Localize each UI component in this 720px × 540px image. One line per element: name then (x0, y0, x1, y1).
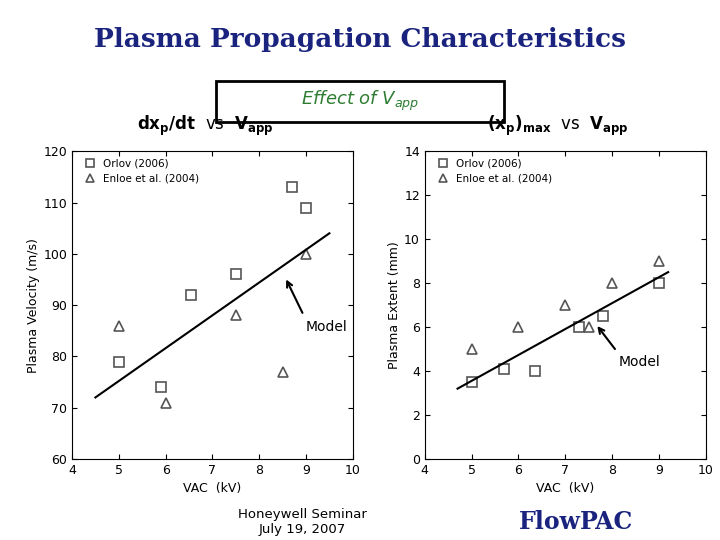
Text: PAC: PAC (580, 510, 633, 534)
Text: Flow: Flow (518, 510, 580, 534)
X-axis label: VAC  (kV): VAC (kV) (184, 482, 241, 495)
Legend: Orlov (2006), Enloe et al. (2004): Orlov (2006), Enloe et al. (2004) (77, 157, 202, 186)
Text: Model: Model (619, 355, 661, 369)
Text: Effect of $\mathit{V}_{\mathregular{app}}$: Effect of $\mathit{V}_{\mathregular{app}… (301, 89, 419, 113)
Text: Honeywell Seminar
July 19, 2007: Honeywell Seminar July 19, 2007 (238, 508, 366, 536)
Text: $\mathbf{(x_p)_{max}}$  vs  $\mathbf{V_{app}}$: $\mathbf{(x_p)_{max}}$ vs $\mathbf{V_{ap… (487, 113, 629, 138)
Text: Plasma Propagation Characteristics: Plasma Propagation Characteristics (94, 27, 626, 52)
Text: Model: Model (306, 321, 348, 334)
Y-axis label: Plasma Extent (mm): Plasma Extent (mm) (388, 241, 401, 369)
Text: $\mathbf{dx_p/dt}$  vs  $\mathbf{V_{app}}$: $\mathbf{dx_p/dt}$ vs $\mathbf{V_{app}}$ (137, 113, 274, 138)
Y-axis label: Plasma Velocity (m/s): Plasma Velocity (m/s) (27, 238, 40, 373)
Legend: Orlov (2006), Enloe et al. (2004): Orlov (2006), Enloe et al. (2004) (430, 157, 554, 186)
X-axis label: VAC  (kV): VAC (kV) (536, 482, 594, 495)
